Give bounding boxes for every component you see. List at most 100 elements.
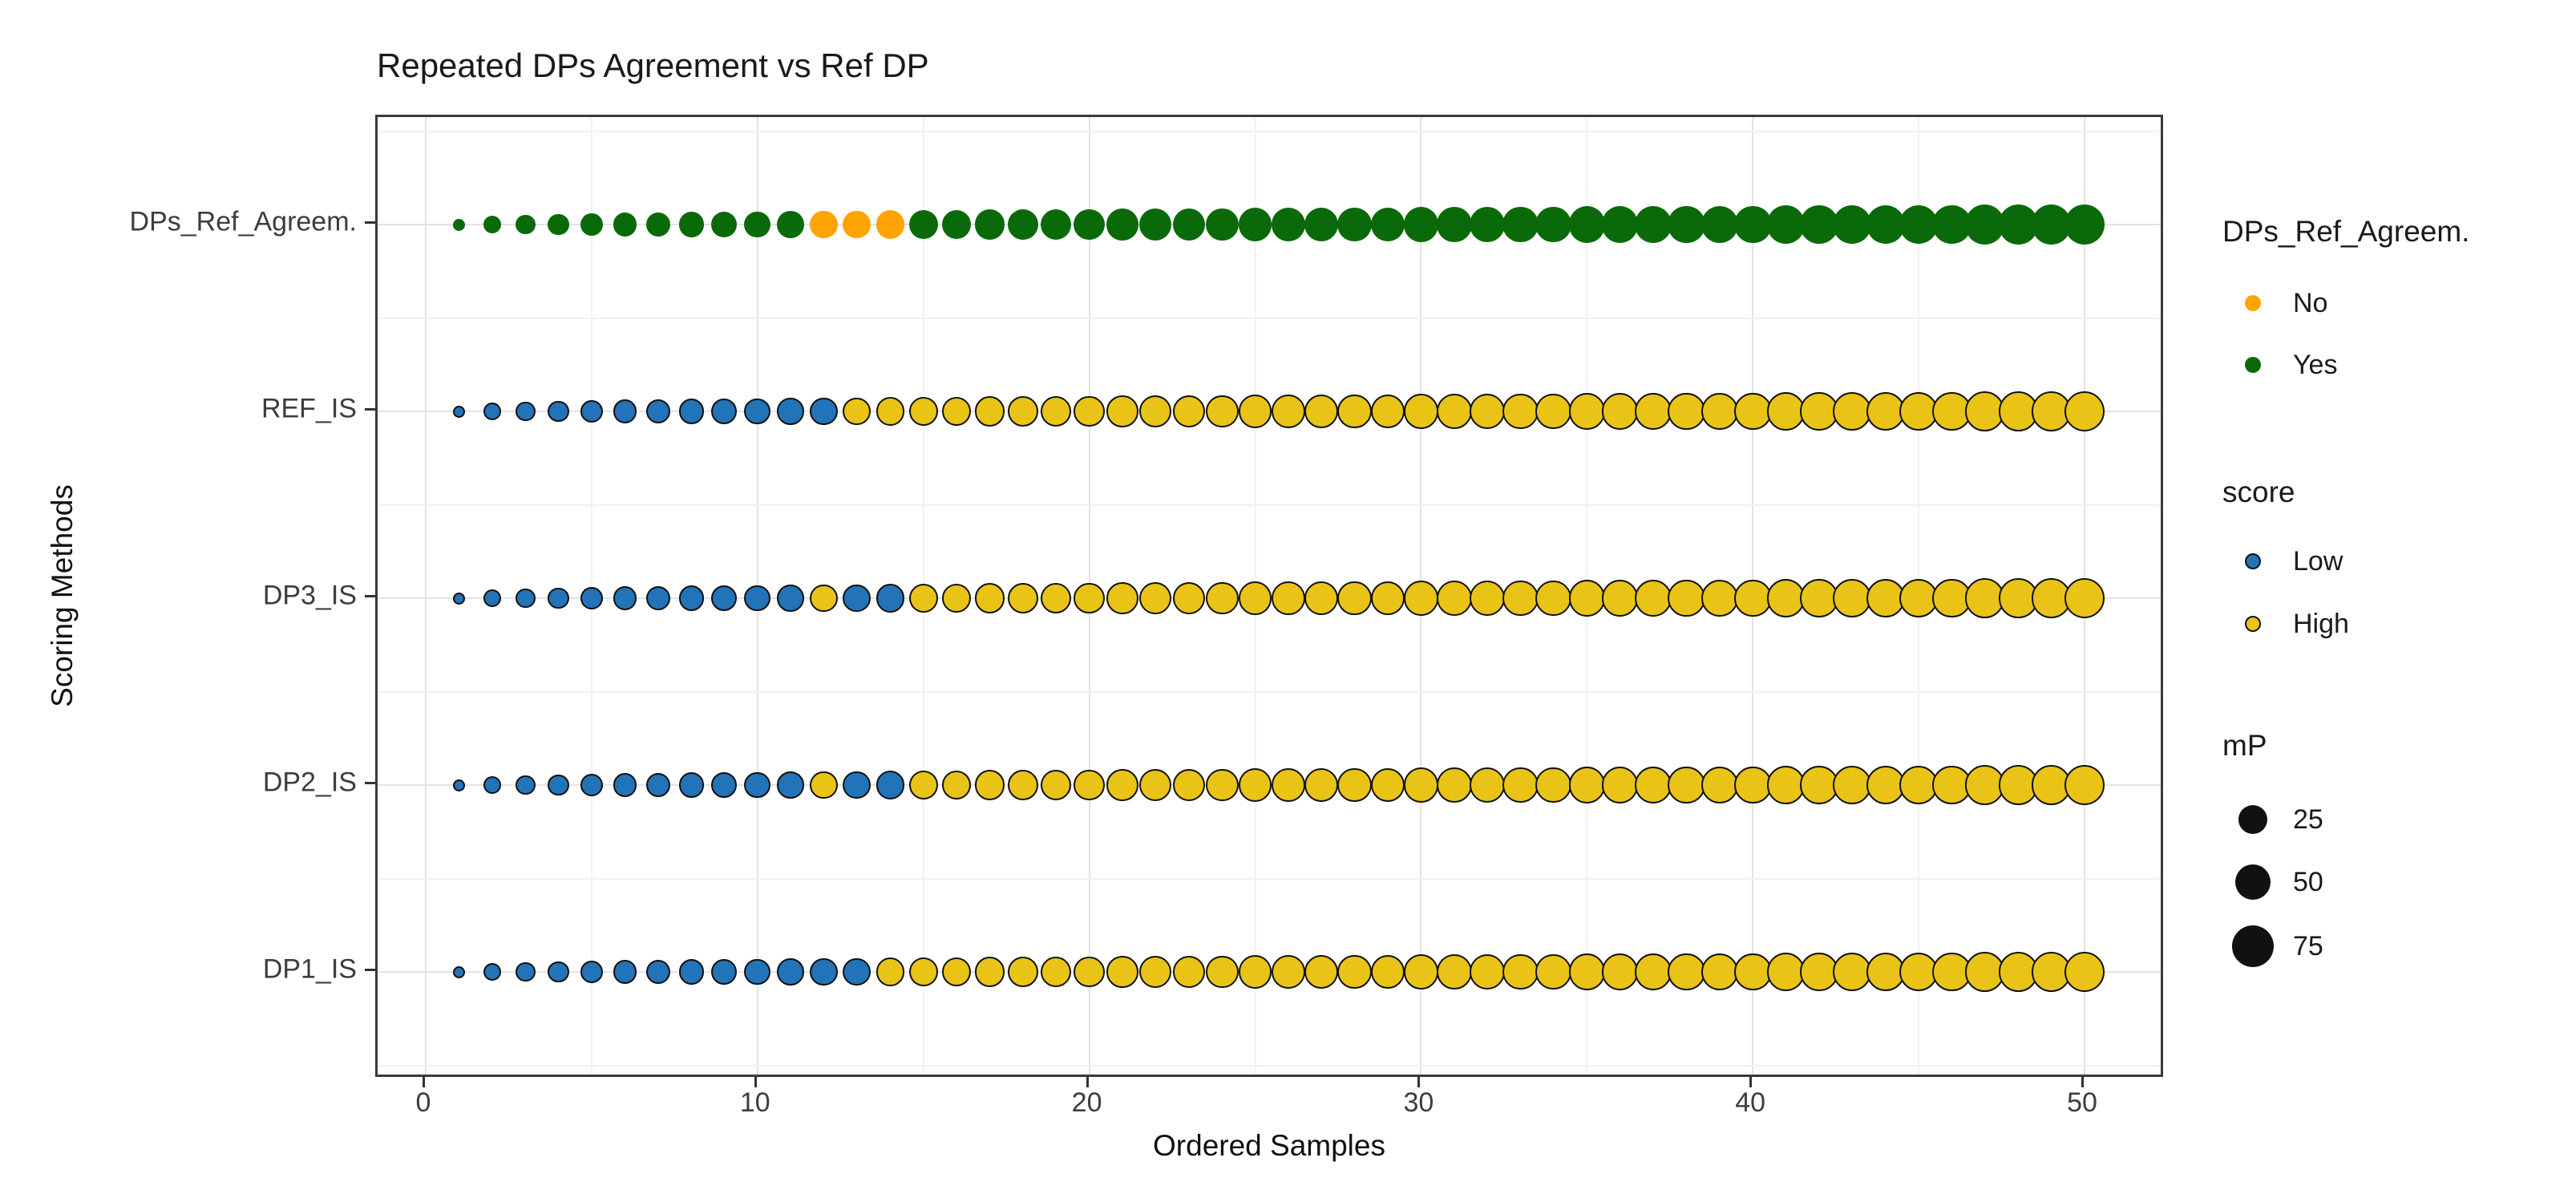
legend-key-size-25-icon [2238,805,2267,834]
data-point-agreement-7 [645,212,670,237]
data-point-dp2-40 [1733,766,1772,804]
data-point-dp1-8 [678,959,704,985]
data-point-agreement-48 [1998,204,2038,245]
data-point-dp3-9 [711,585,738,611]
data-point-dp3-35 [1568,580,1605,617]
data-point-dp3-23 [1172,581,1205,615]
data-point-agreement-2 [483,215,501,234]
data-point-agreement-38 [1668,205,1705,244]
data-point-dp3-13 [843,584,871,613]
data-point-dp3-6 [613,586,637,610]
data-point-dp3-3 [515,588,536,609]
data-point-dp3-7 [645,585,670,611]
gridline-horizontal [378,504,2161,506]
data-point-agreement-16 [941,209,972,240]
data-point-dp1-7 [645,959,670,985]
data-point-dp2-17 [974,770,1005,800]
data-point-dp3-8 [678,585,704,611]
data-point-dp2-15 [908,770,938,800]
legend-key-size-50-icon [2235,864,2271,900]
plot-panel [375,115,2163,1077]
data-point-dp1-41 [1766,953,1806,991]
data-point-ref-27 [1304,394,1339,429]
data-point-agreement-42 [1800,205,1838,244]
data-point-dp3-1 [452,592,465,605]
data-point-dp3-14 [876,584,905,613]
data-point-ref-26 [1272,395,1305,428]
data-point-dp1-38 [1668,953,1705,991]
data-point-dp2-33 [1502,767,1539,803]
data-point-dp1-13 [843,957,871,986]
data-point-dp2-5 [580,774,603,796]
legend-title-mp: mP [2222,729,2267,762]
data-point-dp3-36 [1601,580,1639,617]
data-point-agreement-33 [1502,206,1539,243]
data-point-ref-34 [1535,393,1572,430]
data-point-ref-3 [515,401,536,422]
data-point-agreement-39 [1700,205,1739,244]
data-point-ref-18 [1007,396,1038,427]
data-point-agreement-34 [1535,206,1572,243]
data-point-dp2-6 [613,773,637,797]
legend-item-mp-25: 25 [2229,802,2323,837]
data-point-ref-42 [1800,392,1838,431]
data-point-dp1-46 [1932,952,1971,992]
y-axis-tick-label: REF_IS [261,393,357,424]
data-point-ref-7 [645,399,670,424]
data-point-agreement-19 [1040,208,1072,241]
data-point-agreement-35 [1568,206,1605,243]
data-point-dp1-9 [711,959,738,985]
legend-keybox-75 [2229,925,2277,967]
data-point-dp1-47 [1965,952,2005,992]
data-point-dp3-28 [1337,581,1372,616]
data-point-ref-36 [1601,393,1639,430]
data-point-dp3-18 [1007,583,1038,613]
data-point-dp3-10 [744,585,771,612]
data-point-dp2-9 [711,772,738,798]
data-point-agreement-37 [1635,206,1672,243]
data-point-ref-16 [941,396,972,427]
data-point-ref-43 [1833,392,1872,431]
data-point-dp1-21 [1106,956,1138,988]
data-point-agreement-40 [1733,205,1772,244]
data-point-dp1-11 [777,958,804,986]
data-point-agreement-46 [1932,204,1971,245]
data-point-ref-32 [1470,393,1506,430]
legend-key-size-75-icon [2232,925,2274,967]
legend-label-yes: Yes [2293,350,2338,380]
data-point-ref-15 [908,396,938,427]
data-point-ref-13 [843,397,871,426]
data-point-agreement-32 [1470,206,1506,243]
data-point-dp1-1 [452,965,465,978]
gridline-horizontal [378,690,2161,693]
data-point-agreement-20 [1074,208,1106,241]
data-point-dp1-4 [548,961,569,983]
data-point-dp1-29 [1370,954,1405,990]
data-point-dp3-5 [580,587,603,609]
data-point-dp1-27 [1304,954,1339,990]
data-point-dp1-12 [810,957,838,986]
data-point-dp1-3 [515,961,536,982]
data-point-dp1-35 [1568,953,1605,990]
legend-label-low: Low [2293,546,2343,577]
data-point-dp1-28 [1337,954,1372,990]
legend-keybox-yes [2229,347,2277,383]
data-point-dp2-35 [1568,767,1605,803]
data-point-dp2-20 [1074,769,1106,801]
data-point-dp2-2 [483,775,501,795]
y-axis-tick-label: DP2_IS [262,767,357,798]
data-point-dp3-50 [2064,578,2105,618]
data-point-ref-9 [711,399,738,424]
data-point-agreement-50 [2064,204,2105,245]
data-point-ref-1 [452,405,465,418]
data-point-dp3-40 [1733,579,1772,617]
data-point-agreement-4 [548,213,569,236]
data-point-dp2-41 [1766,766,1806,804]
data-point-ref-25 [1238,395,1272,428]
x-axis-title: Ordered Samples [1153,1129,1385,1162]
x-axis-tick-label: 10 [739,1087,770,1118]
data-point-dp2-18 [1007,770,1038,800]
data-point-dp3-39 [1700,579,1739,617]
data-point-dp3-27 [1304,581,1339,616]
data-point-ref-47 [1965,391,2005,431]
